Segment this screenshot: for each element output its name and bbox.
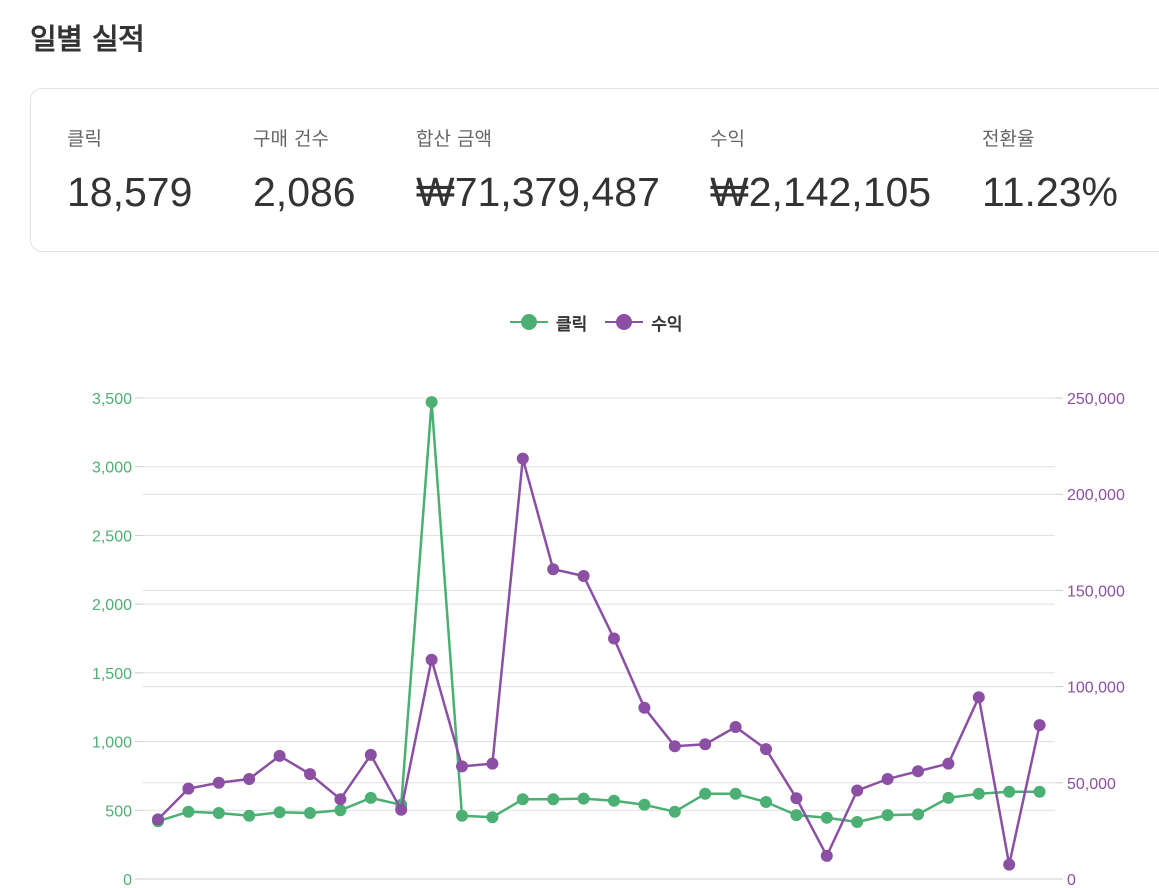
point-clicks-1 <box>182 805 195 818</box>
point-revenue-16 <box>638 701 651 714</box>
series-line-clicks <box>157 400 1040 824</box>
y-left-tick-label-4: 2,000 <box>92 597 132 614</box>
point-clicks-3 <box>243 809 256 822</box>
y-left-tick-label-1: 500 <box>105 803 132 820</box>
point-clicks-24 <box>881 809 894 822</box>
point-clicks-4 <box>273 806 286 819</box>
point-clicks-28 <box>1003 785 1016 798</box>
stat-purchases-label: 구매 건수 <box>253 128 329 150</box>
y-left-tick-label-0: 0 <box>123 872 132 888</box>
point-clicks-11 <box>486 811 499 824</box>
point-clicks-12 <box>516 793 529 806</box>
point-clicks-18 <box>699 787 712 800</box>
point-revenue-8 <box>395 803 408 816</box>
y-left-tick-label-5: 2,500 <box>92 528 132 545</box>
y-right-tick-label-4: 200,000 <box>1067 487 1125 504</box>
chart-legend: 클릭 수익 <box>510 309 683 335</box>
point-clicks-16 <box>638 798 651 811</box>
y-left-tick-label-3: 1,500 <box>92 666 132 683</box>
page-title: 일별 실적 <box>30 22 145 56</box>
stat-revenue-value: ₩2,142,105 <box>710 169 932 215</box>
point-revenue-21 <box>790 792 803 805</box>
point-revenue-18 <box>699 738 712 751</box>
point-clicks-9 <box>425 396 438 409</box>
point-revenue-27 <box>972 691 985 704</box>
legend-revenue-label: 수익 <box>651 314 683 335</box>
y-left-tick-label-2: 1,000 <box>92 735 132 752</box>
point-clicks-23 <box>851 816 864 828</box>
point-revenue-25 <box>912 765 924 778</box>
point-clicks-5 <box>304 807 316 819</box>
point-revenue-9 <box>425 653 438 666</box>
point-revenue-3 <box>243 773 256 785</box>
legend-revenue-marker <box>605 312 644 332</box>
point-revenue-4 <box>273 749 286 762</box>
point-revenue-11 <box>486 757 499 770</box>
legend-item-revenue[interactable]: 수익 <box>605 310 683 335</box>
point-clicks-17 <box>668 805 681 818</box>
point-clicks-2 <box>212 807 225 819</box>
y-right-tick-label-1: 50,000 <box>1067 776 1116 793</box>
point-clicks-6 <box>334 804 347 817</box>
y-right-tick-label-2: 100,000 <box>1067 680 1125 697</box>
y-left-tick-label-6: 3,000 <box>92 460 132 477</box>
point-clicks-14 <box>577 792 590 805</box>
point-revenue-10 <box>456 760 468 773</box>
point-revenue-17 <box>668 740 681 753</box>
point-clicks-27 <box>972 787 985 800</box>
legend-clicks-label: 클릭 <box>556 314 588 335</box>
stat-total-amount-value: ₩71,379,487 <box>416 169 660 215</box>
point-revenue-1 <box>182 782 195 795</box>
point-revenue-12 <box>516 452 529 465</box>
point-revenue-22 <box>820 849 833 862</box>
point-revenue-5 <box>304 768 316 781</box>
stat-conversion-rate-label: 전환율 <box>982 128 1035 150</box>
stat-conversion-rate-value: 11.23% <box>982 169 1119 215</box>
point-clicks-26 <box>942 791 955 804</box>
stat-revenue-label: 수익 <box>710 128 745 150</box>
point-clicks-7 <box>364 791 377 804</box>
point-clicks-21 <box>790 809 803 822</box>
point-clicks-20 <box>760 796 772 808</box>
series-line-revenue <box>157 457 1041 866</box>
point-revenue-2 <box>212 776 225 789</box>
point-revenue-29 <box>1033 719 1046 732</box>
stat-total-amount-label: 합산 금액 <box>416 128 492 150</box>
y-right-tick-label-3: 150,000 <box>1067 583 1125 600</box>
point-revenue-19 <box>729 721 742 733</box>
point-clicks-22 <box>820 811 833 824</box>
point-revenue-0 <box>152 813 164 826</box>
point-revenue-26 <box>942 757 955 770</box>
stat-purchases-value: 2,086 <box>253 169 356 215</box>
stat-clicks-label: 클릭 <box>67 128 102 150</box>
stats-card: 클릭 18,579 구매 건수 2,086 합산 금액 ₩71,379,487 … <box>30 88 1159 252</box>
point-revenue-14 <box>577 570 590 582</box>
legend-clicks-marker <box>510 312 548 332</box>
y-right-tick-label-0: 0 <box>1067 872 1076 888</box>
y-right-tick-label-5: 250,000 <box>1067 391 1125 408</box>
point-clicks-19 <box>729 787 742 800</box>
point-revenue-15 <box>608 632 620 645</box>
legend-item-clicks[interactable]: 클릭 <box>510 310 587 335</box>
point-clicks-13 <box>547 793 560 806</box>
point-revenue-6 <box>334 793 347 806</box>
point-clicks-15 <box>608 794 620 807</box>
point-revenue-24 <box>881 773 894 785</box>
point-revenue-20 <box>760 743 772 756</box>
point-clicks-29 <box>1033 785 1046 798</box>
y-left-tick-label-7: 3,500 <box>92 391 132 408</box>
point-clicks-10 <box>456 809 468 822</box>
stat-clicks-value: 18,579 <box>67 169 193 215</box>
point-clicks-25 <box>912 808 924 821</box>
point-revenue-23 <box>851 784 864 797</box>
point-revenue-13 <box>547 563 560 576</box>
point-revenue-7 <box>364 748 377 761</box>
point-revenue-28 <box>1003 858 1016 871</box>
